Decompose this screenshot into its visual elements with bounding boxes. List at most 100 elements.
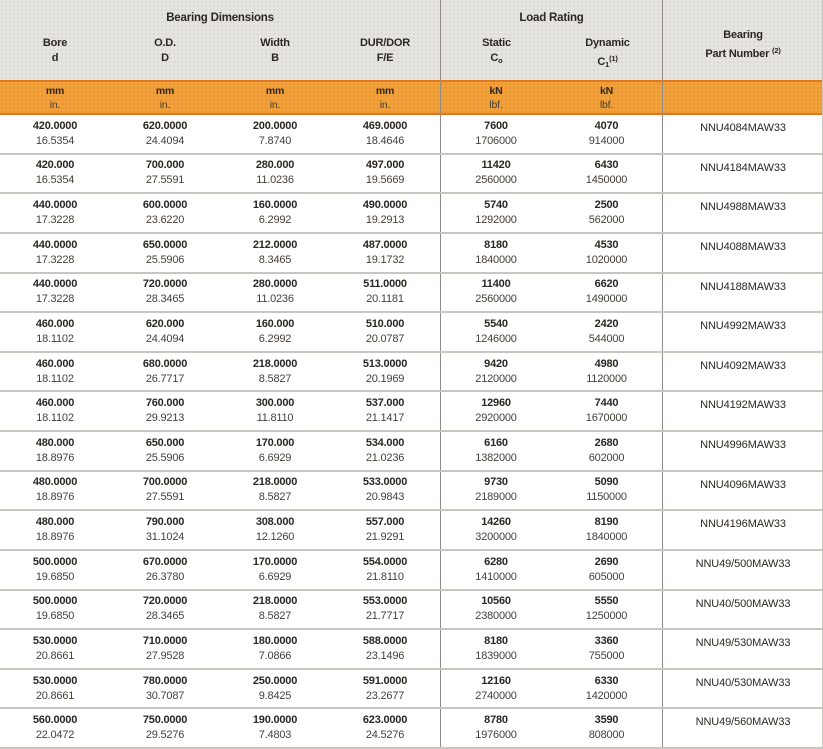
static-lbf-value: 2920000 <box>475 412 517 425</box>
cell-od: 620.000 24.4094 <box>110 313 220 351</box>
dur-dor-in-value: 21.1417 <box>365 412 405 425</box>
od-in-value: 24.4094 <box>145 134 185 147</box>
column-name: Static <box>482 37 511 49</box>
bore-mm-value: 460.000 <box>35 397 75 410</box>
static-kn-value: 12160 <box>481 674 511 687</box>
static-kn-value: 8180 <box>484 634 508 647</box>
dynamic-kn-value: 6430 <box>594 159 619 172</box>
bore-in-value: 19.6850 <box>35 570 75 583</box>
table-row: 560.0000 22.0472 750.0000 29.5276 190.00… <box>0 709 822 749</box>
bore-mm-value: 440.0000 <box>32 238 78 251</box>
unit-cell-width: mm in. <box>265 84 285 111</box>
static-lbf-value: 2120000 <box>475 372 517 385</box>
dur-dor-mm-value: 497.000 <box>365 159 405 172</box>
static-kn-value: 6280 <box>484 555 508 568</box>
cell-static-load: 12960 2920000 <box>440 392 551 430</box>
cell-part-number: NNU49/560MAW33 <box>662 709 822 747</box>
cell-part-number: NNU4196MAW33 <box>662 511 822 549</box>
cell-od: 620.0000 24.4094 <box>110 115 220 153</box>
od-mm-value: 720.0000 <box>142 595 188 608</box>
cell-dynamic-load: 3590 808000 <box>551 709 662 747</box>
cell-static-load: 8180 1840000 <box>440 233 551 272</box>
dur-dor-mm-value: 591.0000 <box>362 674 408 687</box>
table-header: Bearing Dimensions Bore d O.D. D Width B… <box>0 0 822 80</box>
cell-od: 750.0000 29.5276 <box>110 709 220 747</box>
dur-dor-in-value: 21.7717 <box>365 610 405 623</box>
dur-dor-in-value: 20.9843 <box>365 491 405 504</box>
dur-dor-in-value: 23.2677 <box>365 689 405 702</box>
dynamic-lbf-value: 1120000 <box>586 372 627 385</box>
width-mm-value: 160.0000 <box>252 199 298 212</box>
bore-in-value: 18.8976 <box>35 451 75 464</box>
cell-dynamic-load: 4070 914000 <box>551 115 662 153</box>
cell-dur-dor: 623.0000 24.5276 <box>330 709 440 747</box>
dur-dor-mm-value: 623.0000 <box>362 714 408 727</box>
cell-part-number: NNU49/500MAW33 <box>662 550 822 589</box>
cell-part-number: NNU4192MAW33 <box>662 392 822 430</box>
od-mm-value: 620.0000 <box>142 119 188 132</box>
cell-od: 760.000 29.9213 <box>110 392 220 430</box>
column-symbol: d <box>51 52 59 64</box>
cell-dynamic-load: 5090 1150000 <box>551 472 662 510</box>
dynamic-kn-value: 4980 <box>594 357 619 370</box>
cell-part-number: NNU4188MAW33 <box>662 273 822 312</box>
cell-dynamic-load: 3360 755000 <box>551 630 662 668</box>
cell-bore: 460.000 18.1102 <box>0 392 110 430</box>
cell-width: 218.0000 8.5827 <box>220 353 330 391</box>
dur-dor-mm-value: 513.0000 <box>362 357 408 370</box>
dur-dor-mm-value: 554.0000 <box>362 555 408 568</box>
bore-mm-value: 480.000 <box>35 516 75 529</box>
bore-mm-value: 500.0000 <box>32 595 78 608</box>
static-lbf-value: 1292000 <box>475 214 517 227</box>
dynamic-kn-value: 2690 <box>594 555 619 568</box>
bore-mm-value: 530.0000 <box>32 634 78 647</box>
static-kn-value: 7600 <box>484 119 508 132</box>
part-number-value: NNU4096MAW33 <box>700 478 786 491</box>
cell-part-number: NNU40/530MAW33 <box>662 669 822 708</box>
bore-mm-value: 560.0000 <box>32 714 78 727</box>
dur-dor-mm-value: 510.000 <box>365 317 405 330</box>
cell-static-load: 5540 1246000 <box>440 313 551 351</box>
part-number-value: NNU40/530MAW33 <box>695 676 791 689</box>
unit-cell-dur-dor: mm in. <box>375 84 395 111</box>
static-kn-value: 9730 <box>484 476 508 489</box>
static-lbf-value: 1840000 <box>475 253 517 266</box>
width-mm-value: 300.000 <box>255 397 295 410</box>
static-kn-value: 11400 <box>481 278 511 291</box>
bore-in-value: 17.3228 <box>35 253 75 266</box>
column-header-part-number: Bearing Part Number (2) <box>662 0 822 80</box>
table-row: 480.000 18.8976 790.000 31.1024 308.000 … <box>0 511 822 551</box>
cell-dur-dor: 469.0000 18.4646 <box>330 115 440 153</box>
od-in-value: 24.4094 <box>145 332 185 345</box>
table-row: 440.0000 17.3228 650.0000 25.5906 212.00… <box>0 233 822 274</box>
cell-static-load: 11400 2560000 <box>440 273 551 312</box>
cell-width: 300.000 11.8110 <box>220 392 330 430</box>
cell-width: 212.0000 8.3465 <box>220 234 330 272</box>
cell-dur-dor: 511.0000 20.1181 <box>330 274 440 312</box>
dur-dor-mm-value: 533.0000 <box>362 476 408 489</box>
table-body: 420.0000 16.5354 620.0000 24.4094 200.00… <box>0 115 822 749</box>
cell-static-load: 9730 2189000 <box>440 471 551 510</box>
cell-part-number: NNU4184MAW33 <box>662 154 822 193</box>
cell-dynamic-load: 6330 1420000 <box>551 670 662 708</box>
table-row: 440.0000 17.3228 720.0000 28.3465 280.00… <box>0 273 822 314</box>
part-number-value: NNU4192MAW33 <box>700 399 786 412</box>
od-in-value: 26.3780 <box>145 570 185 583</box>
dur-dor-mm-value: 511.0000 <box>363 278 407 291</box>
unit-band: mm in. mm in. mm in. mm in. kN lbf. kN lbf. <box>0 80 822 115</box>
part-number-value: NNU40/500MAW33 <box>695 597 791 610</box>
od-in-value: 26.7717 <box>145 372 185 385</box>
static-kn-value: 9420 <box>484 357 508 370</box>
part-number-value: NNU4084MAW33 <box>700 122 786 134</box>
dynamic-lbf-value: 1420000 <box>585 689 628 702</box>
bore-in-value: 16.5354 <box>35 174 75 187</box>
dynamic-kn-value: 6330 <box>594 674 619 687</box>
cell-bore: 500.0000 19.6850 <box>0 551 110 589</box>
bore-in-value: 18.8976 <box>35 531 75 544</box>
static-lbf-value: 1839000 <box>475 649 517 662</box>
part-header-line2: Part Number (2) <box>705 45 781 60</box>
column-header-dur-dor: DUR/DOR F/E <box>330 36 440 80</box>
cell-part-number: NNU4088MAW33 <box>662 233 822 272</box>
dynamic-lbf-value: 1450000 <box>585 174 628 187</box>
static-kn-value: 6160 <box>484 436 508 449</box>
